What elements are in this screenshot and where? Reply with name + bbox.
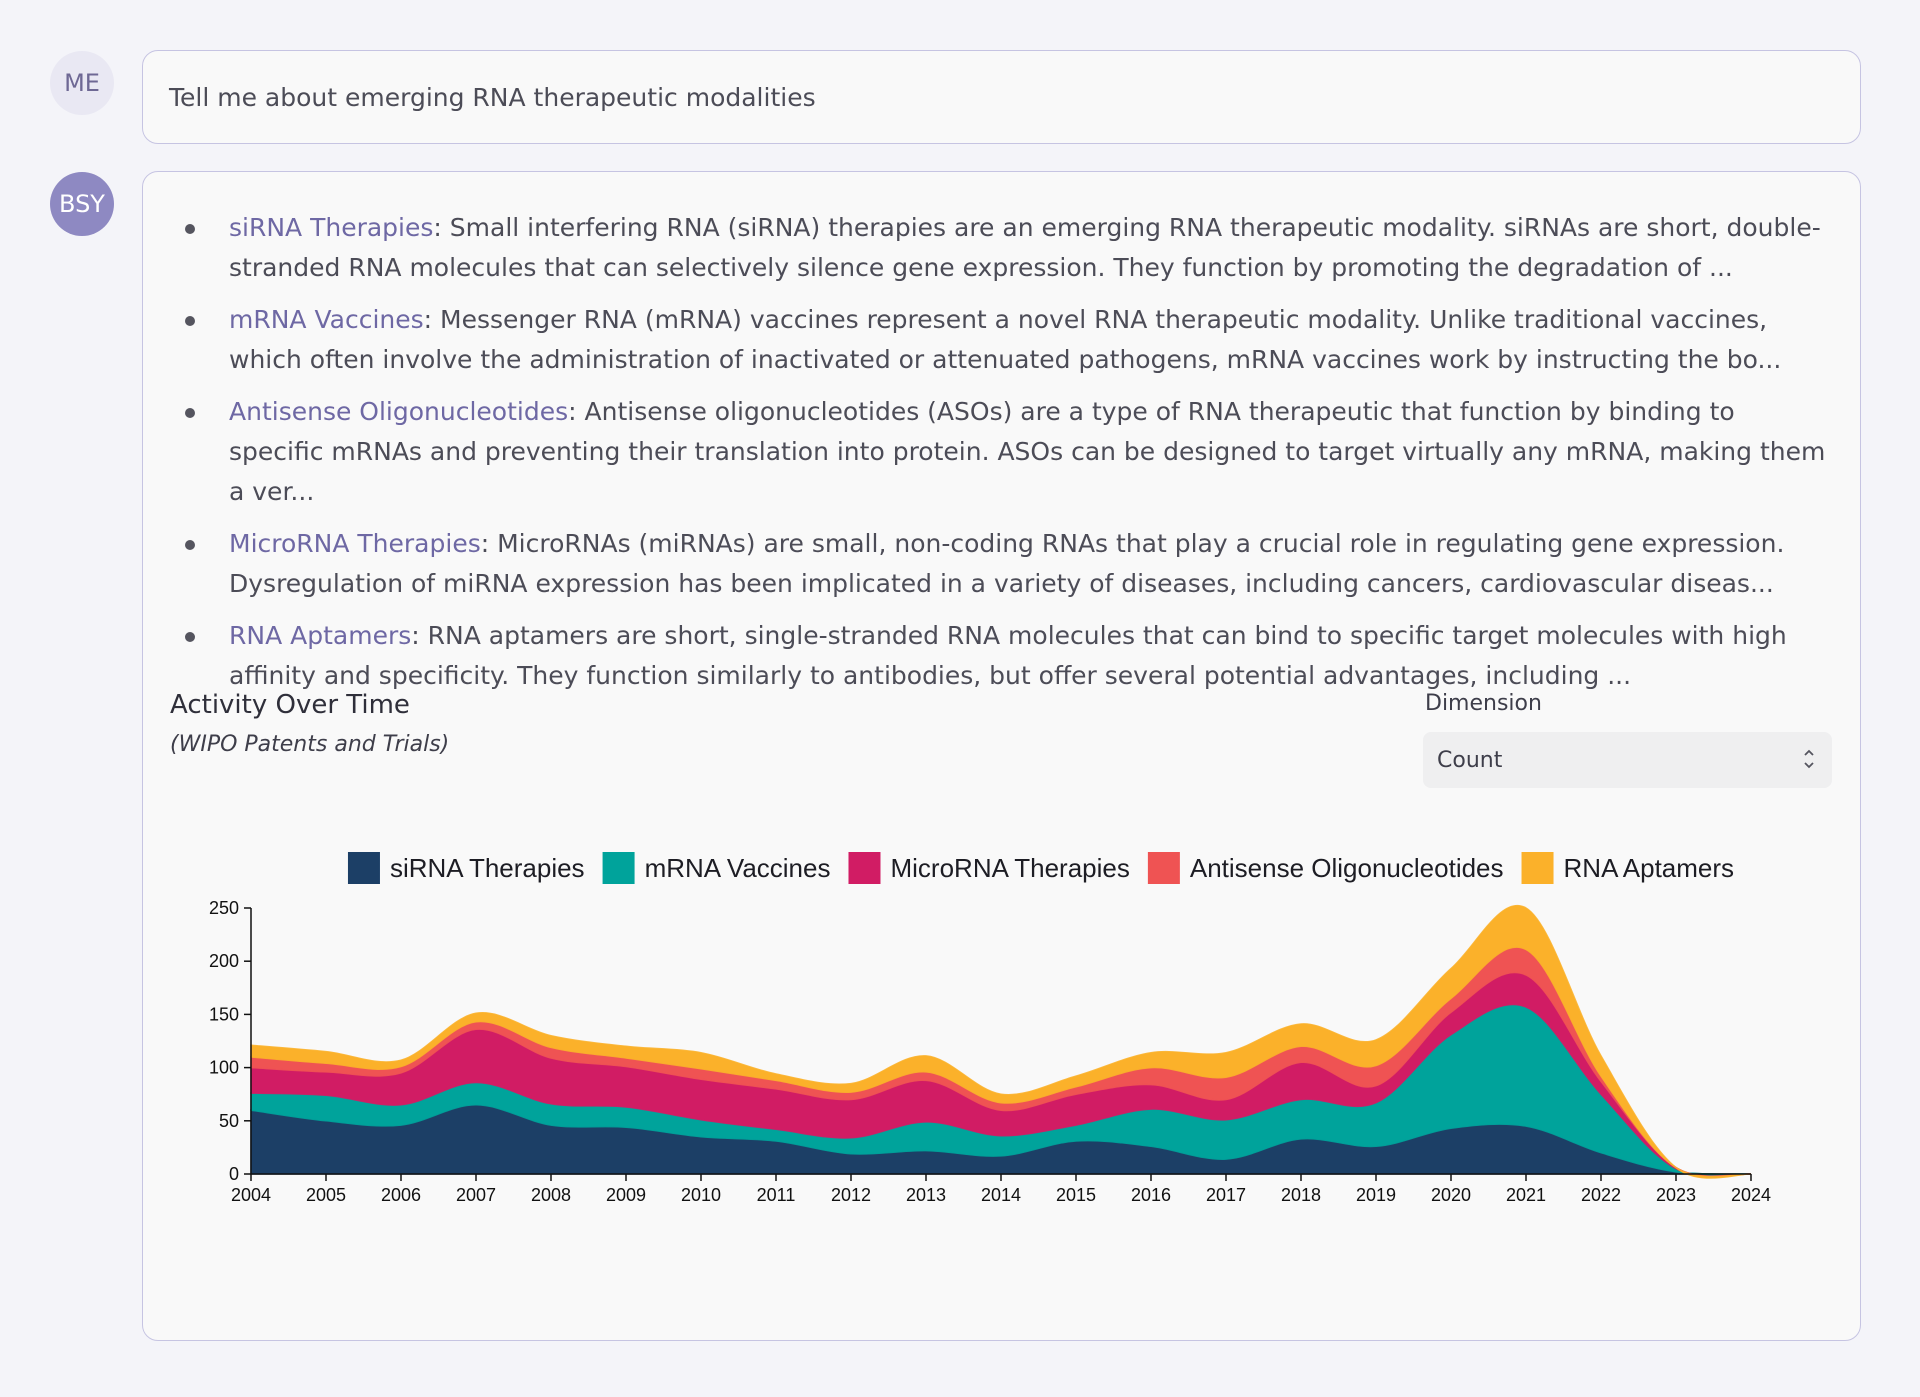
item-description: : RNA aptamers are short, single-strande… bbox=[229, 621, 1787, 690]
bullet-icon bbox=[185, 540, 195, 550]
legend-swatch bbox=[347, 852, 380, 884]
legend-swatch bbox=[1147, 852, 1180, 884]
x-tick-label: 2007 bbox=[456, 1185, 496, 1205]
activity-stacked-area-chart: 0 50 100 150 200 250 2004 2005 2006 2007 2008 2009 2… bbox=[209, 852, 1771, 1205]
x-tick-label: 2010 bbox=[681, 1185, 721, 1205]
dimension-value: Count bbox=[1437, 747, 1503, 773]
bullet-icon bbox=[185, 632, 195, 642]
term-link[interactable]: MicroRNA Therapies bbox=[229, 529, 481, 558]
list-item: mRNA Vaccines: Messenger RNA (mRNA) vacc… bbox=[185, 300, 1829, 380]
x-tick-label: 2024 bbox=[1731, 1185, 1771, 1205]
assistant-avatar: BSY bbox=[50, 172, 114, 236]
x-tick-label: 2006 bbox=[381, 1185, 421, 1205]
up-down-chevron-icon bbox=[1804, 749, 1814, 769]
user-avatar: ME bbox=[50, 51, 114, 115]
dimension-select[interactable]: Count bbox=[1423, 732, 1832, 788]
item-description: : MicroRNAs (miRNAs) are small, non-codi… bbox=[229, 529, 1785, 598]
x-tick-label: 2020 bbox=[1431, 1185, 1471, 1205]
x-tick-label: 2005 bbox=[306, 1185, 346, 1205]
y-tick-label: 50 bbox=[219, 1111, 239, 1131]
list-item: siRNA Therapies: Small interfering RNA (… bbox=[185, 208, 1829, 288]
assistant-message-bubble: siRNA Therapies: Small interfering RNA (… bbox=[142, 171, 1861, 1341]
x-tick-label: 2023 bbox=[1656, 1185, 1696, 1205]
term-link[interactable]: RNA Aptamers bbox=[229, 621, 412, 650]
x-tick-label: 2022 bbox=[1581, 1185, 1621, 1205]
bullet-icon bbox=[185, 224, 195, 234]
x-tick-label: 2018 bbox=[1281, 1185, 1321, 1205]
user-message-text: Tell me about emerging RNA therapeutic m… bbox=[169, 83, 816, 112]
y-tick-label: 150 bbox=[209, 1004, 239, 1024]
y-tick-label: 0 bbox=[229, 1164, 239, 1184]
dimension-label: Dimension bbox=[1425, 691, 1542, 716]
user-message-bubble: Tell me about emerging RNA therapeutic m… bbox=[142, 50, 1861, 144]
x-tick-label: 2014 bbox=[981, 1185, 1021, 1205]
x-tick-label: 2019 bbox=[1356, 1185, 1396, 1205]
legend-label: siRNA Therapies bbox=[390, 853, 585, 883]
list-item: Antisense Oligonucleotides: Antisense ol… bbox=[185, 392, 1829, 512]
x-tick-label: 2017 bbox=[1206, 1185, 1246, 1205]
legend-label: RNA Aptamers bbox=[1564, 853, 1735, 883]
legend-label: mRNA Vaccines bbox=[645, 853, 831, 883]
x-tick-label: 2021 bbox=[1506, 1185, 1546, 1205]
list-item: RNA Aptamers: RNA aptamers are short, si… bbox=[185, 616, 1829, 696]
legend-swatch bbox=[848, 852, 881, 884]
y-tick-label: 250 bbox=[209, 898, 239, 918]
x-tick-label: 2015 bbox=[1056, 1185, 1096, 1205]
x-tick-label: 2013 bbox=[906, 1185, 946, 1205]
bullet-icon bbox=[185, 408, 195, 418]
term-link[interactable]: siRNA Therapies bbox=[229, 213, 434, 242]
legend-swatch bbox=[602, 852, 635, 884]
x-tick-label: 2008 bbox=[531, 1185, 571, 1205]
term-link[interactable]: mRNA Vaccines bbox=[229, 305, 424, 334]
item-description: : Messenger RNA (mRNA) vaccines represen… bbox=[229, 305, 1782, 374]
legend-label: Antisense Oligonucleotides bbox=[1190, 853, 1504, 883]
y-tick-label: 200 bbox=[209, 951, 239, 971]
x-tick-label: 2011 bbox=[757, 1185, 796, 1205]
legend-swatch bbox=[1521, 852, 1554, 884]
chart-subtitle: (WIPO Patents and Trials) bbox=[170, 732, 450, 757]
bullet-icon bbox=[185, 316, 195, 326]
modality-list: siRNA Therapies: Small interfering RNA (… bbox=[185, 208, 1829, 708]
list-item: MicroRNA Therapies: MicroRNAs (miRNAs) a… bbox=[185, 524, 1829, 604]
chart-title: Activity Over Time bbox=[170, 690, 410, 720]
term-link[interactable]: Antisense Oligonucleotides bbox=[229, 397, 569, 426]
x-tick-label: 2016 bbox=[1131, 1185, 1171, 1205]
item-description: : Small interfering RNA (siRNA) therapie… bbox=[229, 213, 1821, 282]
x-tick-label: 2009 bbox=[606, 1185, 646, 1205]
y-tick-label: 100 bbox=[209, 1058, 239, 1078]
x-tick-label: 2012 bbox=[831, 1185, 871, 1205]
legend-label: MicroRNA Therapies bbox=[890, 853, 1129, 883]
item-description: : Antisense oligonucleotides (ASOs) are … bbox=[229, 397, 1826, 506]
x-tick-label: 2004 bbox=[231, 1185, 271, 1205]
